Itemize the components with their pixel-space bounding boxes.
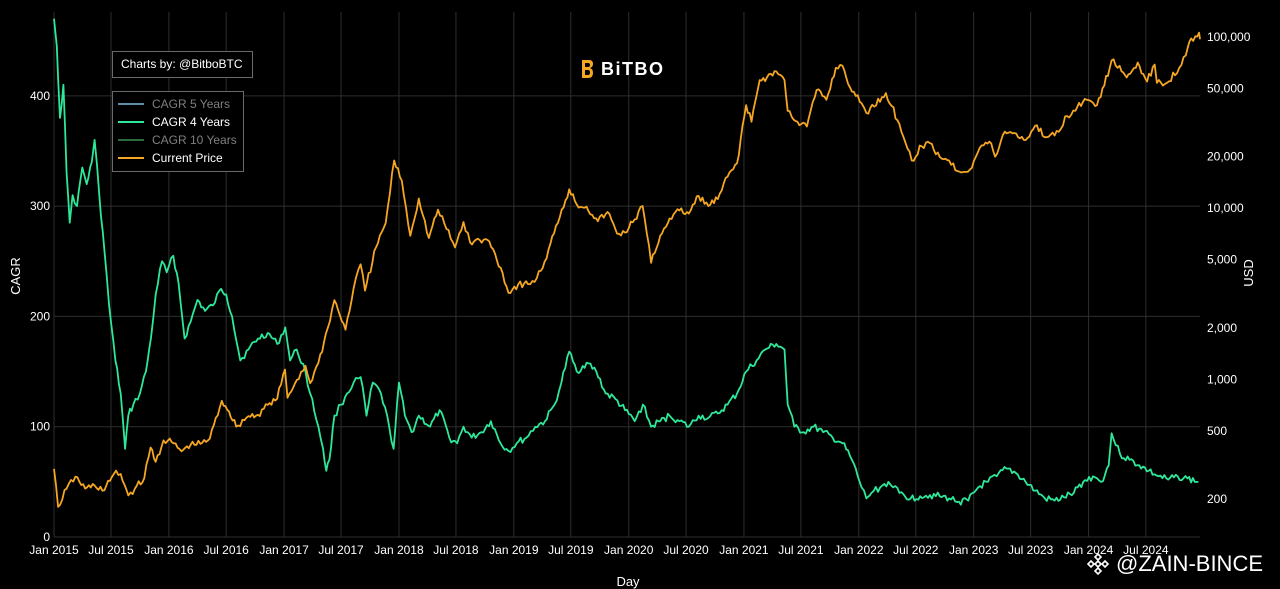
x-tick-label: Jan 2020 xyxy=(604,543,654,557)
legend-swatch xyxy=(118,121,144,123)
watermark-text: @ZAIN-BINCE xyxy=(1116,551,1264,576)
x-tick-label: Jan 2016 xyxy=(144,543,194,557)
bitbo-logo-icon xyxy=(582,60,593,78)
y2-tick-label: 20,000 xyxy=(1207,150,1244,164)
logo-text: BiTBO xyxy=(601,58,665,79)
x-axis-title: Day xyxy=(616,574,640,589)
x-tick-label: Jan 2024 xyxy=(1064,543,1114,557)
y-tick-label: 300 xyxy=(30,199,50,213)
current-price-line xyxy=(53,31,1201,508)
legend-item[interactable]: Current Price xyxy=(118,149,243,167)
x-tick-label: Jul 2021 xyxy=(778,543,824,557)
chart-credit: Charts by: @BitboBTC xyxy=(112,51,253,78)
x-tick-label: Jan 2015 xyxy=(29,543,79,557)
legend-item[interactable]: CAGR 4 Years xyxy=(118,113,243,131)
cagr-4-years-line xyxy=(53,18,1199,506)
y2-tick-label: 100,000 xyxy=(1207,30,1251,44)
tick-labels: Jan 2015 Jul 2015 Jan 2016 Jul 2016 Jan 2017… xyxy=(29,30,1250,557)
legend-label: Current Price xyxy=(152,151,223,165)
y2-axis-title: USD xyxy=(1241,259,1256,286)
x-tick-label: Jul 2022 xyxy=(893,543,939,557)
series-layer xyxy=(53,18,1201,508)
legend-item[interactable]: CAGR 5 Years xyxy=(118,95,243,113)
y2-tick-label: 200 xyxy=(1207,492,1227,506)
y-tick-label: 0 xyxy=(43,530,50,544)
y2-tick-label: 2,000 xyxy=(1207,321,1237,335)
y-tick-label: 200 xyxy=(30,309,50,323)
x-tick-label: Jul 2015 xyxy=(88,543,134,557)
x-tick-label: Jan 2023 xyxy=(949,543,999,557)
y2-tick-label: 5,000 xyxy=(1207,253,1237,267)
y-tick-label: 400 xyxy=(30,89,50,103)
x-tick-label: Jan 2019 xyxy=(489,543,539,557)
x-tick-label: Jul 2024 xyxy=(1123,543,1169,557)
legend-label: CAGR 5 Years xyxy=(152,97,231,111)
x-tick-label: Jul 2019 xyxy=(548,543,594,557)
x-tick-label: Jul 2020 xyxy=(663,543,709,557)
grid-lines xyxy=(53,12,1200,538)
x-tick-label: Jan 2017 xyxy=(259,543,309,557)
x-tick-label: Jan 2021 xyxy=(719,543,769,557)
y-axis-title: CAGR xyxy=(8,257,23,295)
legend-swatch xyxy=(118,103,144,105)
y2-tick-label: 50,000 xyxy=(1207,82,1244,96)
legend-label: CAGR 4 Years xyxy=(152,115,231,129)
legend: CAGR 5 Years CAGR 4 Years CAGR 10 Years Cur… xyxy=(112,91,244,172)
y-tick-label: 100 xyxy=(30,420,50,434)
x-tick-label: Jul 2017 xyxy=(318,543,364,557)
watermark: @ZAIN-BINCE xyxy=(1086,551,1263,577)
y2-tick-label: 1,000 xyxy=(1207,372,1237,386)
binance-diamond-icon xyxy=(1086,552,1110,576)
y2-tick-label: 10,000 xyxy=(1207,201,1244,215)
legend-label: CAGR 10 Years xyxy=(152,133,237,147)
legend-item[interactable]: CAGR 10 Years xyxy=(118,131,243,149)
y2-tick-label: 500 xyxy=(1207,424,1227,438)
x-tick-label: Jan 2018 xyxy=(374,543,424,557)
x-tick-label: Jul 2016 xyxy=(203,543,249,557)
bitbo-logo: BiTBO xyxy=(580,58,665,80)
x-tick-label: Jul 2023 xyxy=(1008,543,1054,557)
legend-swatch xyxy=(118,139,144,141)
x-tick-label: Jul 2018 xyxy=(433,543,479,557)
legend-swatch xyxy=(118,157,144,159)
x-tick-label: Jan 2022 xyxy=(834,543,884,557)
